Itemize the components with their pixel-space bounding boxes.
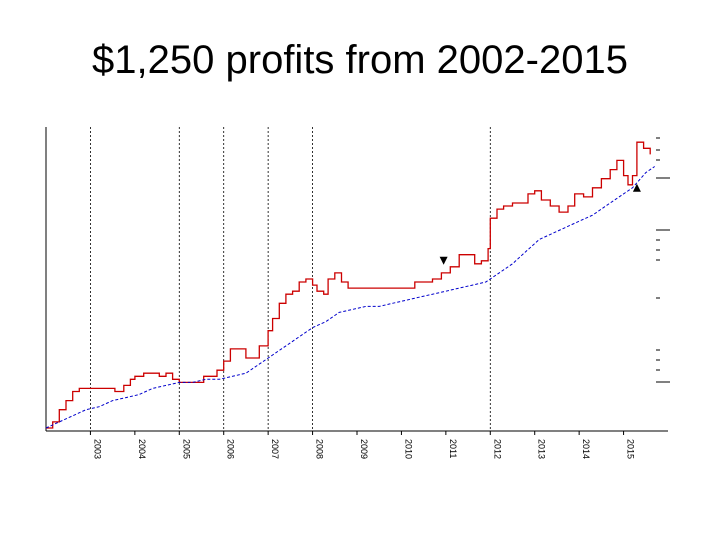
marker-triangle-down-0 bbox=[439, 256, 448, 265]
x-tick-label-2009: 2009 bbox=[359, 439, 369, 459]
x-tick-label-2008: 2008 bbox=[315, 439, 325, 459]
series-line-trend bbox=[45, 166, 655, 429]
slide-title: $1,250 profits from 2002-2015 bbox=[92, 38, 628, 82]
marker-layer bbox=[439, 183, 641, 265]
tick-label-layer: 2003 2004 2005 2006 2007 2008 2009 2010 2011 2012… bbox=[92, 439, 635, 459]
x-tick-label-2012: 2012 bbox=[492, 439, 502, 459]
x-tick-label-2015: 2015 bbox=[626, 439, 636, 459]
series-layer bbox=[45, 141, 655, 429]
x-tick-label-2007: 2007 bbox=[270, 439, 280, 459]
x-tick-label-2006: 2006 bbox=[226, 439, 236, 459]
x-tick-label-2003: 2003 bbox=[92, 439, 102, 459]
series-line-equity bbox=[46, 141, 651, 429]
marker-triangle-up-1 bbox=[632, 183, 641, 192]
x-tick-label-2005: 2005 bbox=[181, 439, 191, 459]
x-tick-label-2014: 2014 bbox=[581, 439, 591, 459]
x-tick-label-2010: 2010 bbox=[403, 439, 413, 459]
axis-layer bbox=[45, 127, 670, 435]
grid-layer bbox=[90, 127, 491, 431]
x-tick-label-2011: 2011 bbox=[448, 439, 458, 458]
x-tick-label-2013: 2013 bbox=[537, 439, 547, 459]
x-tick-label-2004: 2004 bbox=[137, 439, 147, 459]
